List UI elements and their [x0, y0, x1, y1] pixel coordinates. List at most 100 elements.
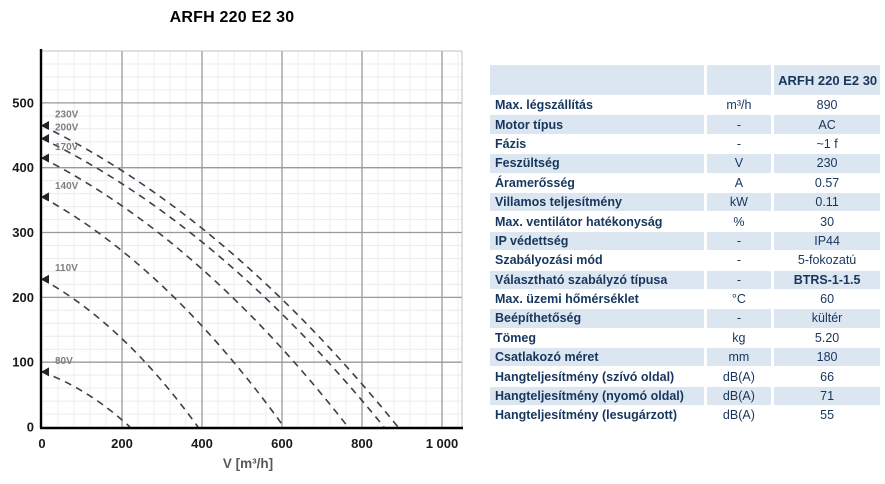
y-tick-label: 100 [12, 355, 34, 370]
table-row: Motor típus - AC [490, 115, 880, 134]
spec-value: 55 [820, 408, 835, 423]
y-tick-label: 200 [12, 290, 34, 305]
spec-unit: m³/h [726, 98, 752, 113]
curve-label-110V: 110V [55, 263, 78, 274]
spec-label: Feszültség [490, 154, 704, 173]
spec-unit: °C [731, 292, 746, 307]
fan-curve-110V [41, 278, 199, 428]
table-row: Áramerősség A 0.57 [490, 174, 880, 192]
spec-unit: kg [732, 330, 746, 345]
y-tick-label: 400 [12, 160, 34, 175]
table-row: Max. légszállítás m³/h 890 [490, 96, 880, 114]
spec-value: 5.20 [814, 330, 840, 345]
table-row: Max. üzemi hőmérséklet °C 60 [490, 290, 880, 308]
x-tick-label: 600 [271, 436, 293, 451]
spec-label: Max. légszállítás [495, 98, 593, 113]
x-tick-label: 800 [351, 436, 373, 451]
spec-label: Csatlakozó méret [490, 348, 704, 367]
spec-value: 5-fokozatú [797, 253, 857, 268]
fan-curve-170V [41, 157, 349, 428]
curve-start-arrow-icon [41, 274, 49, 284]
spec-label: Hangteljesítmény (lesugárzott) [495, 408, 677, 423]
spec-unit: dB(A) [706, 386, 772, 406]
spec-label: Motor típus [490, 115, 704, 134]
spec-value: 890 [816, 98, 838, 113]
y-tick-label: 300 [12, 225, 34, 240]
curve-label-230V: 230V [55, 110, 79, 121]
spec-unit: - [706, 309, 772, 328]
fan-curve-140V [41, 196, 285, 428]
x-tick-label: 1 000 [426, 436, 459, 451]
table-row: Választható szabályzó típusa - BTRS-1-1.5 [490, 270, 880, 289]
spec-label: Hangteljesítmény (szívó oldal) [495, 369, 675, 384]
table-row: IP védettség - IP44 [490, 231, 880, 251]
spec-value: 180 [774, 348, 880, 367]
spec-value: kültér [774, 309, 880, 328]
spec-value: 30 [820, 214, 835, 229]
spec-label: Fázis [495, 136, 527, 151]
table-row: Tömeg kg 5.20 [490, 329, 880, 347]
spec-label: Tömeg [495, 330, 536, 345]
spec-value: AC [774, 115, 880, 134]
spec-unit: - [706, 270, 772, 289]
curve-start-arrow-icon [41, 134, 49, 144]
fan-curve-chart: 230V 200V 170V 140V 110V 80V 0 100 200 300 400 500 0… [12, 49, 463, 471]
x-axis-title: V [m³/h] [223, 456, 273, 471]
spec-value: BTRS-1-1.5 [774, 270, 880, 289]
table-row: Fázis - ~1 f [490, 135, 880, 153]
table-row: Csatlakozó méret mm 180 [490, 348, 880, 367]
spec-unit: - [736, 253, 741, 268]
spec-unit: mm [706, 348, 772, 367]
spec-value: 230 [774, 154, 880, 173]
curve-label-200V: 200V [55, 123, 79, 134]
spec-label: IP védettség [490, 231, 704, 251]
fan-curve-80V [41, 371, 131, 428]
spec-label: Max. üzemi hőmérséklet [495, 292, 639, 307]
spec-table-header-row: ARFH 220 E2 30 [490, 65, 880, 95]
spec-label: Áramerősség [495, 175, 575, 190]
table-row: Max. ventilátor hatékonyság% 30 [490, 212, 880, 230]
spec-unit: V [706, 154, 772, 173]
spec-unit: - [706, 231, 772, 251]
spec-unit: dB(A) [722, 369, 755, 384]
spec-unit: A [734, 175, 744, 190]
x-tick-label: 0 [38, 436, 45, 451]
spec-unit: dB(A) [722, 408, 755, 423]
curve-label-140V: 140V [55, 181, 79, 192]
spec-unit: kW [706, 192, 772, 212]
spec-value: ~1 f [816, 136, 838, 151]
header-label-cell [490, 65, 704, 95]
fan-curve-200V [41, 137, 385, 428]
chart-title: ARFH 220 E2 30 [169, 9, 295, 26]
header-unit-cell [706, 65, 772, 95]
spec-label: Max. ventilátor hatékonyság [495, 214, 663, 229]
x-tick-label: 200 [111, 436, 133, 451]
spec-unit: - [736, 136, 741, 151]
spec-unit: % [733, 214, 745, 229]
curve-start-arrow-icon [41, 121, 49, 131]
spec-label: Beépíthetőség [490, 309, 704, 328]
x-tick-label: 400 [191, 436, 213, 451]
curve-label-80V: 80V [55, 356, 73, 367]
fan-curve-230V [41, 124, 399, 428]
spec-value: 0.57 [814, 175, 840, 190]
spec-value: 60 [820, 292, 835, 307]
spec-value: 0.11 [774, 192, 880, 212]
spec-unit: - [706, 115, 772, 134]
curve-label-170V: 170V [55, 142, 79, 153]
curve-start-arrow-icon [41, 192, 49, 202]
curve-start-arrow-icon [41, 367, 49, 377]
curve-start-arrow-icon [41, 153, 49, 163]
header-model-cell: ARFH 220 E2 30 [774, 65, 880, 95]
table-row: Hangteljesítmény (szívó oldal) dB(A) 66 [490, 367, 880, 385]
y-tick-label: 0 [27, 420, 34, 435]
table-row: Villamos teljesítmény kW 0.11 [490, 192, 880, 212]
spec-label: Választható szabályzó típusa [490, 270, 704, 289]
table-row: Szabályozási mód - 5-fokozatú [490, 251, 880, 269]
spec-label: Szabályozási mód [495, 253, 603, 268]
table-row: Hangteljesítmény (nyomó oldal) dB(A) 71 [490, 386, 880, 406]
table-row: Beépíthetőség - kültér [490, 309, 880, 328]
spec-table-body: Max. légszállítás m³/h 890 Motor típus - AC Fá… [490, 96, 880, 425]
spec-value: 66 [820, 369, 835, 384]
